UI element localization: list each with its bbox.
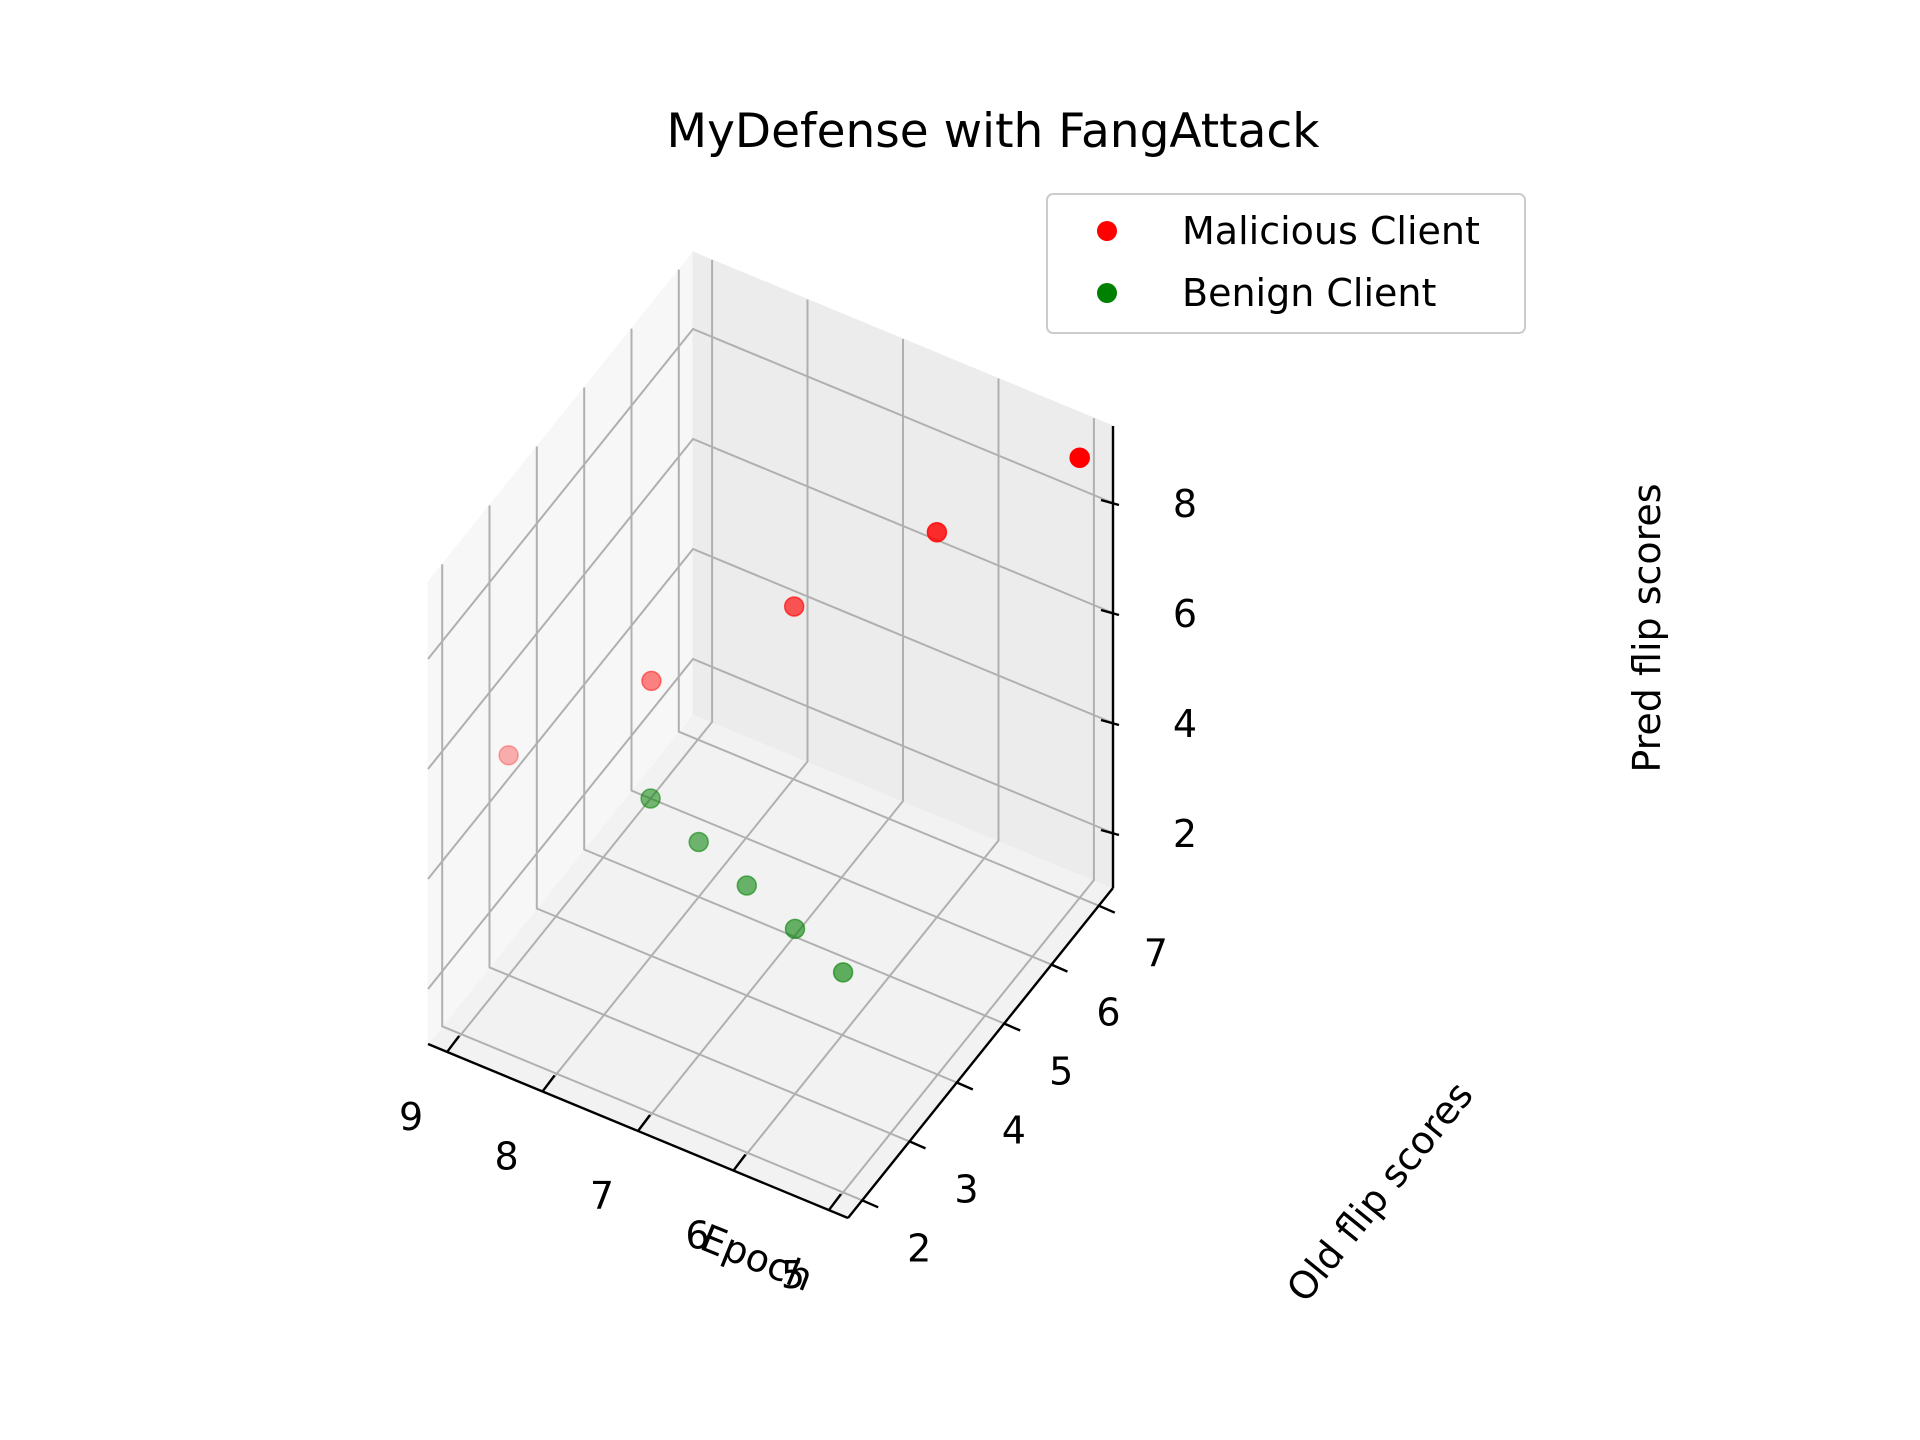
grid-line-x (541, 299, 809, 1093)
y-tick-label: 4 (1002, 1108, 1026, 1152)
grid-line-y (441, 564, 863, 1202)
benign-client-point (688, 831, 709, 853)
legend-marker (1097, 221, 1117, 241)
grid-line-z (427, 547, 1114, 880)
grid-line-y (488, 505, 910, 1143)
y-tick-label: 2 (907, 1226, 931, 1270)
x-tick-label: 8 (494, 1134, 518, 1178)
data-points (498, 447, 1090, 983)
x-tick-label: 6 (685, 1214, 709, 1258)
z-tick-label: 6 (1173, 592, 1197, 636)
x-tick-label: 5 (781, 1253, 805, 1297)
benign-client-point (784, 918, 806, 940)
malicious-client-point (926, 521, 948, 543)
y-tick (1098, 904, 1116, 914)
x-tick (541, 1074, 556, 1093)
x-tick (732, 1153, 747, 1172)
y-tick-label: 7 (1144, 932, 1168, 976)
y-tick (956, 1081, 974, 1091)
y-tick (1051, 963, 1068, 973)
z-tick (1100, 608, 1120, 617)
legend-label: Benign Client (1182, 271, 1436, 315)
grid-line-x (732, 378, 1000, 1172)
y-tick (909, 1140, 926, 1150)
z-tick (1100, 718, 1120, 727)
grid-line-z (427, 327, 1114, 660)
y-tick-label: 6 (1096, 991, 1120, 1035)
benign-client-point (640, 788, 661, 809)
grid-line-z (427, 437, 1114, 770)
malicious-client-point (783, 596, 805, 617)
x-tick-label: 9 (399, 1095, 423, 1139)
legend-frame (1046, 193, 1526, 334)
y-tick-label: 3 (954, 1167, 978, 1211)
grid-line-y (583, 387, 1005, 1025)
legend-marker (1097, 283, 1117, 303)
grid-line-x (828, 418, 1095, 1211)
benign-client-point (736, 875, 758, 896)
y-axis-line (847, 887, 1114, 1219)
x-tick (827, 1193, 842, 1211)
grid-line-z (427, 657, 1114, 990)
z-tick-label: 2 (1173, 812, 1197, 856)
z-tick-label: 4 (1173, 702, 1197, 746)
malicious-client-point (641, 670, 662, 692)
z-axis-label: Pred flip scores (1625, 483, 1669, 772)
grid-lines (427, 259, 1114, 1211)
z-tick (1100, 498, 1120, 507)
y-tick (1003, 1022, 1021, 1032)
y-tick (861, 1199, 879, 1209)
x-tick-label: 7 (590, 1174, 614, 1218)
y-tick-label: 5 (1049, 1050, 1073, 1094)
malicious-client-point (498, 745, 519, 766)
legend: Malicious Client Benign Client (1046, 193, 1526, 334)
grid-line-y (677, 269, 1100, 907)
malicious-client-point (1069, 447, 1090, 469)
z-tick-label: 8 (1173, 482, 1197, 526)
x-tick (446, 1035, 461, 1053)
grid-line-x (637, 339, 904, 1132)
grid-line-y (535, 446, 958, 1084)
x-tick (637, 1114, 651, 1132)
grid-line-y (630, 328, 1052, 966)
benign-client-point (832, 962, 854, 983)
grid-line-x (446, 259, 714, 1053)
z-tick (1100, 828, 1120, 837)
legend-label: Malicious Client (1182, 209, 1480, 253)
chart-title: MyDefense with FangAttack (667, 104, 1321, 159)
